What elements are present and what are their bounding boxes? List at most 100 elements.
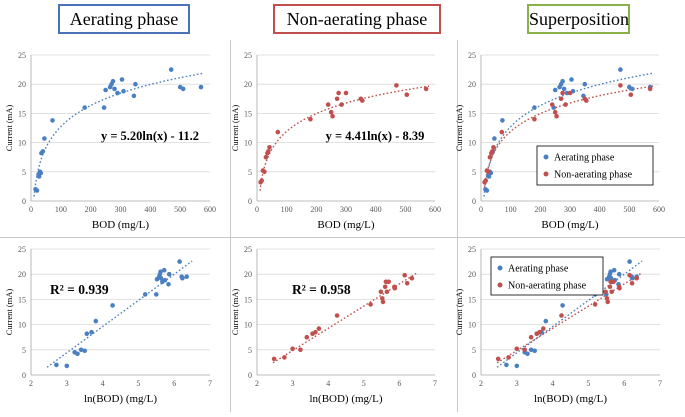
- data-point: [409, 275, 415, 281]
- data-point: [360, 98, 365, 103]
- data-point: [609, 289, 614, 295]
- data-point: [392, 286, 398, 291]
- data-point: [486, 169, 491, 175]
- trendline-equation: y = 5.20ln(x) - 11.2: [101, 129, 199, 143]
- x-axis-label: ln(BOD) (mg/L): [309, 393, 382, 405]
- data-point: [616, 271, 622, 277]
- x-axis-label: ln(BOD) (mg/L): [534, 393, 607, 405]
- data-point: [262, 169, 267, 175]
- data-point: [121, 88, 126, 94]
- x-tick-label: 500: [623, 205, 635, 214]
- data-point: [334, 313, 340, 318]
- data-point: [271, 356, 277, 362]
- y-tick-label: 15: [244, 109, 252, 118]
- y-tick-label: 5: [248, 346, 252, 355]
- data-point: [499, 129, 505, 135]
- data-point: [404, 281, 410, 286]
- data-point: [541, 326, 546, 331]
- x-tick-label: 4: [101, 379, 105, 388]
- x-tick-label: 100: [281, 205, 293, 214]
- x-tick-label: 6: [397, 379, 401, 388]
- data-point: [168, 67, 174, 72]
- data-point: [504, 362, 509, 368]
- data-point: [525, 351, 530, 357]
- data-point: [608, 269, 613, 275]
- x-tick-label: 500: [399, 205, 411, 214]
- data-point: [142, 292, 148, 297]
- data-point: [34, 188, 40, 193]
- y-tick-label: 0: [248, 197, 252, 206]
- data-point: [161, 267, 167, 273]
- data-point: [177, 259, 182, 264]
- data-point: [423, 86, 429, 92]
- data-point: [180, 275, 185, 281]
- r-squared-label: R² = 0.939: [50, 282, 109, 297]
- data-point: [532, 105, 537, 110]
- data-point: [110, 303, 115, 308]
- x-tick-label: 400: [594, 205, 606, 214]
- data-point: [582, 81, 588, 87]
- data-point: [36, 174, 42, 179]
- data-point: [491, 145, 496, 150]
- data-point: [552, 87, 558, 93]
- data-point: [313, 329, 318, 335]
- vertical-divider-left: [230, 40, 231, 412]
- data-point: [560, 90, 565, 96]
- y-tick-label: 20: [18, 270, 26, 279]
- data-point: [316, 326, 322, 331]
- x-tick-label: 0: [479, 205, 483, 214]
- y-tick-label: 20: [468, 270, 476, 279]
- y-tick-label: 25: [244, 245, 252, 254]
- y-tick-label: 10: [244, 139, 252, 148]
- data-point: [184, 274, 189, 280]
- data-point: [514, 346, 520, 352]
- x-tick-label: 2: [29, 379, 33, 388]
- y-tick-label: 15: [244, 295, 252, 304]
- data-point: [275, 129, 281, 135]
- data-point: [567, 90, 573, 96]
- x-tick-label: 600: [653, 205, 665, 214]
- data-point: [198, 84, 204, 90]
- data-point: [386, 279, 392, 285]
- x-axis-label: BOD (mg/L): [92, 219, 149, 231]
- y-tick-label: 0: [248, 371, 252, 380]
- data-point: [328, 109, 334, 115]
- legend-label: Non-aerating phase: [554, 170, 633, 181]
- data-point: [627, 259, 632, 264]
- x-tick-label: 6: [622, 379, 626, 388]
- y-tick-label: 0: [22, 197, 26, 206]
- y-tick-label: 25: [18, 245, 26, 254]
- data-point: [380, 299, 386, 305]
- data-point: [630, 86, 635, 92]
- trendline-0: [483, 72, 654, 197]
- x-tick-label: 7: [208, 379, 212, 388]
- x-tick-label: 100: [55, 205, 67, 214]
- data-point: [38, 170, 44, 176]
- data-point: [82, 348, 87, 354]
- x-axis-label: BOD (mg/L): [317, 219, 374, 231]
- data-point: [162, 277, 168, 283]
- x-tick-label: 4: [551, 379, 555, 388]
- y-tick-label: 20: [468, 80, 476, 89]
- data-point: [298, 347, 303, 353]
- y-tick-label: 5: [248, 168, 252, 177]
- data-point: [343, 90, 349, 96]
- data-point: [339, 102, 344, 107]
- trendline-0: [496, 260, 643, 368]
- legend-label: Aerating phase: [554, 153, 615, 164]
- data-point: [325, 102, 331, 107]
- data-point: [627, 272, 632, 278]
- data-point: [584, 98, 589, 103]
- title-aerating-phase: Aerating phase: [58, 4, 190, 34]
- x-tick-label: 0: [29, 205, 33, 214]
- data-point: [382, 284, 388, 290]
- y-tick-label: 20: [244, 270, 252, 279]
- data-point: [308, 116, 313, 122]
- data-point: [495, 356, 501, 362]
- data-point: [304, 334, 310, 340]
- y-tick-label: 0: [472, 197, 476, 206]
- data-point: [166, 271, 172, 277]
- data-point: [487, 154, 493, 160]
- data-point: [484, 188, 490, 193]
